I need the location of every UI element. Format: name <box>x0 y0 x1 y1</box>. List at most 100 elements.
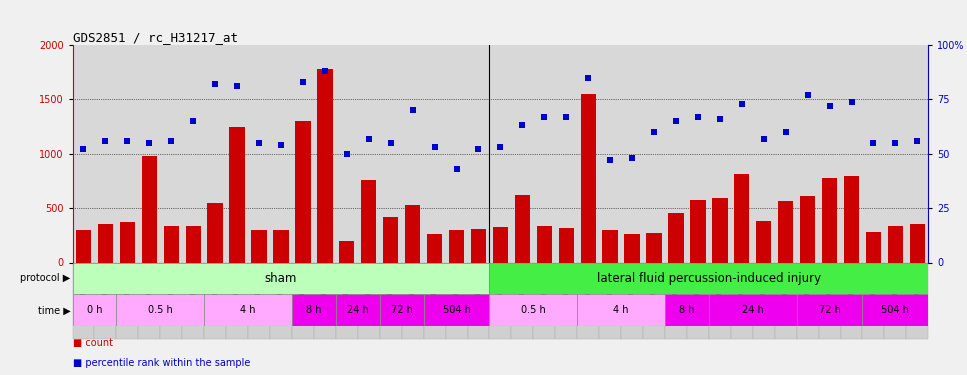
Bar <box>182 262 204 339</box>
Bar <box>731 262 752 339</box>
Text: 8 h: 8 h <box>307 305 322 315</box>
Text: 24 h: 24 h <box>742 305 764 315</box>
Bar <box>295 121 310 262</box>
Bar <box>424 294 489 326</box>
Point <box>712 116 727 122</box>
Bar <box>775 262 797 339</box>
Bar <box>226 262 249 339</box>
Bar <box>446 262 467 339</box>
Point <box>580 75 596 81</box>
Bar <box>822 178 837 262</box>
Bar <box>734 174 749 262</box>
Bar <box>467 262 489 339</box>
Point <box>163 138 179 144</box>
Point <box>778 129 794 135</box>
Bar <box>906 262 928 339</box>
Bar <box>204 294 292 326</box>
Point <box>646 129 661 135</box>
Bar <box>577 294 665 326</box>
Bar <box>73 294 116 326</box>
Bar <box>401 262 424 339</box>
Bar <box>797 262 819 339</box>
Bar <box>863 294 928 326</box>
Point <box>274 142 289 148</box>
Bar <box>229 127 245 262</box>
Bar <box>665 294 709 326</box>
Text: 72 h: 72 h <box>391 305 413 315</box>
Bar <box>910 224 925 262</box>
Bar <box>668 213 684 262</box>
Text: sham: sham <box>265 272 297 285</box>
Point <box>822 103 837 109</box>
Bar <box>580 94 596 262</box>
Point <box>449 166 464 172</box>
Bar <box>577 262 600 339</box>
Bar <box>888 225 903 262</box>
Bar <box>471 230 486 262</box>
Text: 4 h: 4 h <box>613 305 629 315</box>
Text: protocol ▶: protocol ▶ <box>20 273 71 284</box>
Bar <box>555 262 577 339</box>
Bar <box>75 230 91 262</box>
Bar <box>800 196 815 262</box>
Bar <box>138 262 161 339</box>
Bar <box>602 230 618 262</box>
Point <box>229 83 245 89</box>
Bar <box>424 262 446 339</box>
Bar <box>405 206 421 262</box>
Bar <box>756 221 772 262</box>
Bar <box>358 262 380 339</box>
Bar <box>646 233 661 262</box>
Bar <box>95 262 116 339</box>
Bar <box>534 262 555 339</box>
Text: 72 h: 72 h <box>819 305 840 315</box>
Bar <box>690 200 706 262</box>
Point <box>207 81 222 87</box>
Point <box>339 151 355 157</box>
Point <box>865 140 881 146</box>
Bar <box>844 176 860 262</box>
Point <box>186 118 201 124</box>
Bar <box>336 262 358 339</box>
Bar <box>514 195 530 262</box>
Point <box>690 114 706 120</box>
Bar <box>687 262 709 339</box>
Bar <box>73 262 95 339</box>
Bar <box>270 262 292 339</box>
Bar <box>98 224 113 262</box>
Point <box>625 155 640 161</box>
Point <box>800 92 815 98</box>
Bar <box>797 294 863 326</box>
Point <box>405 107 421 113</box>
Point <box>493 144 509 150</box>
Bar <box>161 262 182 339</box>
Point <box>75 146 91 152</box>
Bar <box>885 262 906 339</box>
Point <box>141 140 157 146</box>
Point <box>361 135 376 141</box>
Point <box>844 99 860 105</box>
Text: 504 h: 504 h <box>882 305 909 315</box>
Bar <box>274 230 289 262</box>
Point <box>514 123 530 129</box>
Point <box>756 135 772 141</box>
Bar <box>865 232 881 262</box>
Bar <box>489 262 928 294</box>
Point <box>383 140 398 146</box>
Bar <box>625 234 640 262</box>
Bar <box>314 262 336 339</box>
Text: 504 h: 504 h <box>443 305 471 315</box>
Bar <box>73 262 489 294</box>
Point <box>888 140 903 146</box>
Point <box>668 118 684 124</box>
Point <box>734 101 749 107</box>
Text: 0.5 h: 0.5 h <box>521 305 545 315</box>
Bar <box>120 222 135 262</box>
Point <box>317 68 333 74</box>
Bar <box>380 294 424 326</box>
Text: 24 h: 24 h <box>347 305 368 315</box>
Bar <box>489 262 512 339</box>
Bar <box>709 294 797 326</box>
Bar <box>208 202 222 262</box>
Bar <box>863 262 885 339</box>
